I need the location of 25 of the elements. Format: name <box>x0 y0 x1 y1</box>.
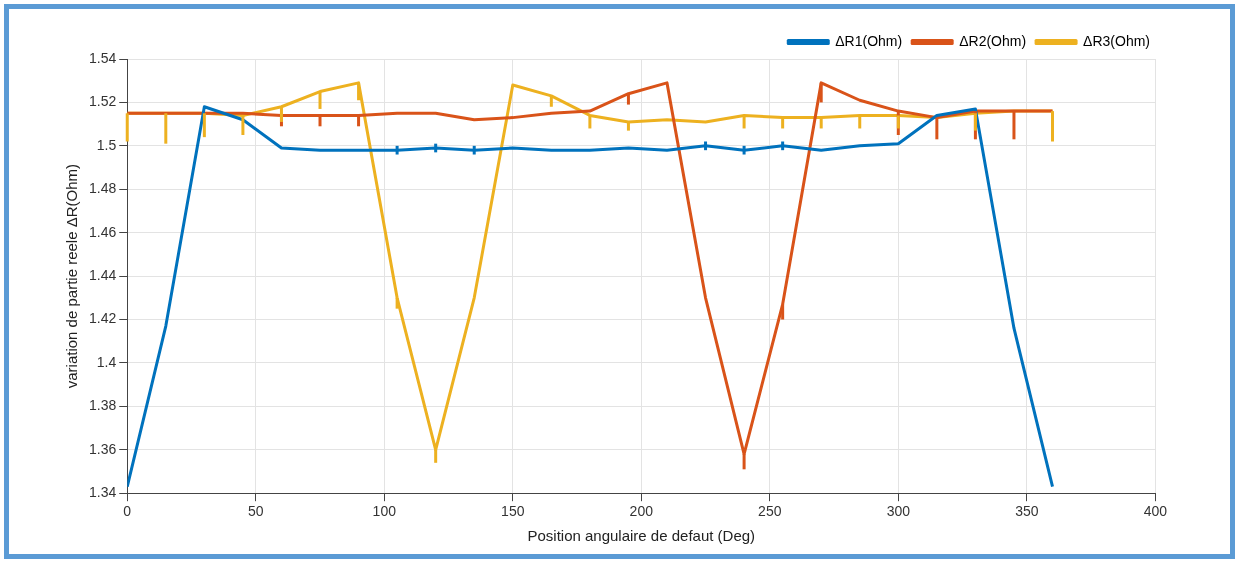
y-tick-label: 1.46 <box>89 223 117 240</box>
x-tick-label: 200 <box>629 503 654 520</box>
y-tick-label: 1.38 <box>89 397 117 414</box>
x-axis-title: Position angulaire de defaut (Deg) <box>527 527 756 545</box>
x-tick-label: 300 <box>886 503 911 520</box>
y-tick-label: 1.34 <box>89 484 117 501</box>
y-tick-label: 1.42 <box>89 310 117 327</box>
legend-label: ΔR2(Ohm) <box>959 32 1027 49</box>
y-tick-label: 1.54 <box>89 49 117 66</box>
y-tick-label: 1.5 <box>96 136 117 153</box>
x-tick-label: 250 <box>758 503 782 520</box>
x-tick-label: 150 <box>501 503 525 520</box>
legend-label: ΔR3(Ohm) <box>1083 32 1151 49</box>
x-tick-label: 350 <box>1015 503 1039 520</box>
y-tick-label: 1.44 <box>89 266 117 283</box>
y-axis-title: variation de partie reele ΔR(Ohm) <box>63 163 81 389</box>
x-tick-label: 50 <box>247 503 264 520</box>
y-tick-label: 1.36 <box>89 440 117 457</box>
y-tick-label: 1.4 <box>96 353 117 370</box>
x-tick-label: 400 <box>1143 503 1168 520</box>
y-tick-label: 1.52 <box>89 93 117 110</box>
y-tick-label: 1.48 <box>89 180 117 197</box>
x-tick-label: 0 <box>123 503 132 520</box>
x-tick-label: 100 <box>372 503 397 520</box>
legend-label: ΔR1(Ohm) <box>835 32 903 49</box>
